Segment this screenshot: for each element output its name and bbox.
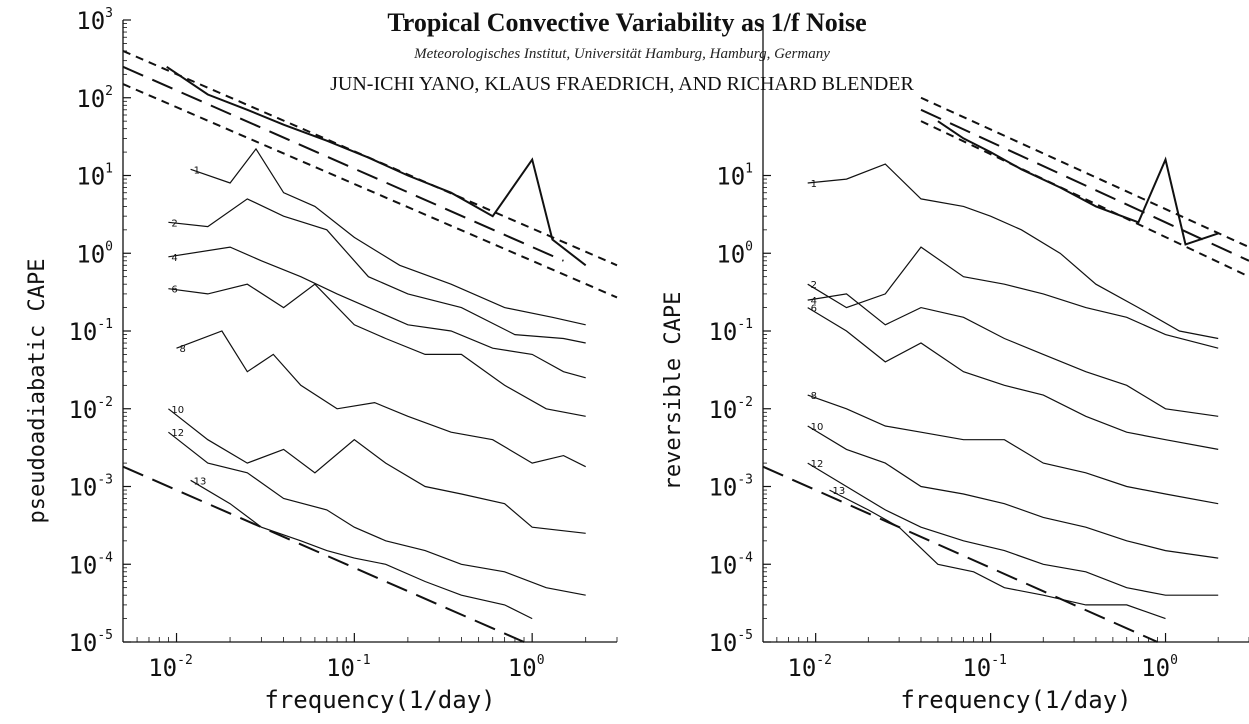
series-line bbox=[190, 147, 586, 326]
y-tick-exponent: 0 bbox=[105, 239, 113, 254]
x-axis-label: frequency(1/day) bbox=[900, 686, 1131, 714]
y-tick-exponent: 2 bbox=[105, 84, 113, 99]
y-tick-label: 101 bbox=[716, 162, 753, 191]
y-tick-exponent: 0 bbox=[745, 239, 753, 254]
series-label: 4 bbox=[171, 253, 177, 264]
x-tick-exponent: -2 bbox=[816, 653, 832, 668]
y-tick-exponent: 1 bbox=[745, 162, 753, 177]
y-tick-label: 10-3 bbox=[708, 473, 753, 502]
series-line bbox=[807, 462, 1219, 596]
reference-line bbox=[762, 465, 1158, 643]
series-line bbox=[807, 394, 1219, 505]
series-label: 6 bbox=[811, 304, 817, 315]
authors-text: JUN-ICHI YANO, KLAUS FRAEDRICH, AND RICH… bbox=[330, 73, 914, 95]
series-label: 4 bbox=[811, 296, 817, 307]
x-tick-label: 10-2 bbox=[787, 653, 832, 682]
series-label: 1 bbox=[811, 179, 817, 190]
series-line bbox=[807, 163, 1219, 340]
y-tick-label: 10-4 bbox=[708, 550, 753, 579]
series-line bbox=[168, 198, 586, 344]
series-line bbox=[168, 431, 586, 596]
series-label: 12 bbox=[811, 459, 824, 470]
y-tick-exponent: -5 bbox=[97, 628, 113, 643]
series-line bbox=[168, 246, 586, 379]
reference-line bbox=[920, 96, 1249, 249]
series-label: 10 bbox=[171, 405, 184, 416]
y-tick-label: 10-2 bbox=[68, 395, 113, 424]
reference-line bbox=[122, 83, 618, 299]
x-tick-label: 10-1 bbox=[962, 653, 1007, 682]
y-tick-exponent: -3 bbox=[97, 473, 113, 488]
series-label: 2 bbox=[811, 280, 817, 291]
spectrum-line bbox=[937, 120, 1219, 246]
reference-line bbox=[122, 465, 525, 643]
x-tick-label: 100 bbox=[1141, 653, 1178, 682]
affiliation-text: Meteorologisches Institut, Universität H… bbox=[413, 46, 830, 62]
series-label: 6 bbox=[171, 285, 177, 296]
series-line bbox=[168, 283, 586, 417]
y-tick-exponent: -3 bbox=[737, 473, 753, 488]
y-tick-label: 103 bbox=[76, 6, 113, 35]
x-tick-exponent: -2 bbox=[177, 653, 193, 668]
x-tick-exponent: 0 bbox=[537, 653, 545, 668]
series-line bbox=[168, 408, 586, 534]
y-tick-label: 102 bbox=[76, 84, 113, 113]
reference-line bbox=[122, 65, 564, 262]
y-tick-exponent: -2 bbox=[737, 395, 753, 410]
series-label: 2 bbox=[171, 218, 177, 229]
y-tick-label: 10-3 bbox=[68, 473, 113, 502]
series-label: 1 bbox=[194, 165, 200, 176]
y-tick-exponent: -1 bbox=[97, 317, 113, 332]
series-line bbox=[829, 489, 1166, 620]
y-tick-label: 10-2 bbox=[708, 395, 753, 424]
series-label: 8 bbox=[811, 391, 817, 402]
y-tick-exponent: -2 bbox=[97, 395, 113, 410]
y-tick-label: 10-1 bbox=[708, 317, 753, 346]
y-tick-label: 100 bbox=[76, 239, 113, 268]
y-tick-exponent: -1 bbox=[737, 317, 753, 332]
y-tick-label: 101 bbox=[76, 162, 113, 191]
y-tick-exponent: -4 bbox=[97, 550, 113, 565]
y-tick-label: 10-5 bbox=[708, 628, 753, 657]
series-line bbox=[807, 246, 1219, 349]
series-label: 10 bbox=[811, 422, 824, 433]
series-line bbox=[807, 307, 1219, 450]
figure-title: Tropical Convective Variability as 1/f N… bbox=[387, 8, 866, 37]
x-tick-label: 10-1 bbox=[326, 653, 371, 682]
series-line bbox=[807, 293, 1219, 417]
y-axis-label: reversible CAPE bbox=[661, 292, 686, 491]
x-tick-exponent: -1 bbox=[991, 653, 1007, 668]
series-label: 13 bbox=[833, 486, 846, 497]
spectrum-line bbox=[166, 65, 587, 267]
x-tick-label: 10-2 bbox=[148, 653, 193, 682]
reference-line bbox=[920, 120, 1249, 278]
x-tick-label: 100 bbox=[508, 653, 545, 682]
series-label: 12 bbox=[171, 428, 184, 439]
series-line bbox=[176, 330, 586, 468]
y-tick-exponent: -4 bbox=[737, 550, 753, 565]
y-tick-exponent: -5 bbox=[737, 628, 753, 643]
x-tick-exponent: 0 bbox=[1170, 653, 1178, 668]
y-axis-label: pseudoadiabatic CAPE bbox=[25, 259, 50, 524]
y-tick-exponent: 3 bbox=[105, 6, 113, 21]
series-line bbox=[807, 425, 1219, 559]
y-tick-exponent: 1 bbox=[105, 162, 113, 177]
x-tick-exponent: -1 bbox=[355, 653, 371, 668]
series-line bbox=[190, 479, 533, 620]
series-label: 8 bbox=[180, 344, 186, 355]
reference-line bbox=[920, 108, 1249, 262]
series-label: 13 bbox=[194, 476, 207, 487]
y-tick-label: 10-4 bbox=[68, 550, 113, 579]
x-axis-label: frequency(1/day) bbox=[264, 686, 495, 714]
y-tick-label: 10-1 bbox=[68, 317, 113, 346]
y-tick-label: 100 bbox=[716, 239, 753, 268]
y-tick-label: 10-5 bbox=[68, 628, 113, 657]
